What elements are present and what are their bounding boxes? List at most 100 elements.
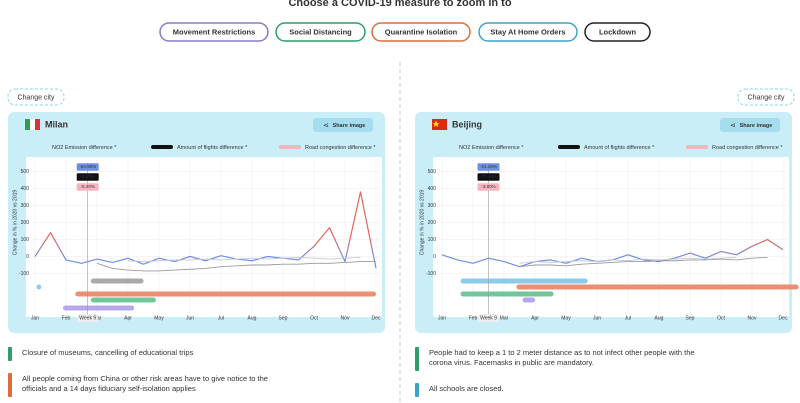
y-tick-label: 200 [21,220,30,226]
measure-bar [522,297,535,303]
measure-bar [90,297,156,303]
tooltip-value: -70.64% [480,174,497,179]
measure-bar [75,291,377,297]
measure-bar [36,284,42,290]
change-city-button[interactable] [7,88,65,106]
y-tick-label: 300 [21,203,30,209]
flag-stripe [25,119,30,130]
series-line [127,256,361,263]
y-tick-label: 400 [21,186,30,192]
x-tick-label: Apr [531,315,539,321]
share-button-label[interactable]: Share image [333,123,366,129]
y-tick-label: -100 [19,271,29,277]
measure-button[interactable] [159,22,269,42]
tooltip-box [76,173,99,181]
note-marker [8,373,12,397]
tooltip-value: -0.29% [81,174,95,179]
x-tick-label: Jul [218,315,224,321]
city-name: Beijing [452,119,482,129]
x-tick-label: Sep [686,315,695,321]
measure-bar [62,305,135,311]
tooltip-week: Week 9 [79,315,96,321]
tooltip-box [477,173,500,181]
measure-bar [516,284,799,290]
share-button-label[interactable]: Share image [740,123,773,129]
share-icon: ⋖ [323,122,329,129]
tooltip-value: -21.28% [480,164,497,169]
note-text: corona virus. Facemasks in public are ma… [429,358,594,367]
measure-bar [460,278,588,284]
measure-button[interactable] [275,22,366,42]
plot-area [433,157,789,317]
measure-button-label[interactable]: Stay At Home Orders [490,27,565,36]
flag [432,119,447,130]
y-axis-label: Change in % in 2020 vs 2019 [12,190,18,256]
measure-button-label[interactable]: Quarantine Isolation [385,27,458,36]
y-axis-label: Change in % in 2020 vs 2019 [419,190,425,256]
x-tick-label: Dec [779,315,788,321]
note-text: Closure of museums, cancelling of educat… [22,348,194,357]
flag-stripe [30,119,35,130]
x-tick-label: Jun [186,315,194,321]
series-line [519,256,737,264]
change-city-label[interactable]: Change city [748,94,785,101]
tooltip-box [477,183,500,191]
series-line [96,261,376,272]
change-city-button[interactable] [737,88,795,106]
legend-label: Road congestion difference * [305,145,376,151]
y-tick-label: -100 [426,271,436,277]
x-tick-label: Nov [748,315,757,321]
measure-button-label[interactable]: Movement Restrictions [173,27,256,36]
x-tick-label: Jun [593,315,601,321]
note-marker [8,347,12,361]
note-text: People had to keep a 1 to 2 meter distan… [429,348,695,357]
legend-label: Amount of flights difference * [584,145,655,151]
measure-button[interactable] [478,22,578,42]
x-tick-label: Apr [124,315,132,321]
legend-label: NO2 Emission difference * [52,145,117,151]
legend-label: Road congestion difference * [712,145,783,151]
tooltip-week: Week 9 [480,315,497,321]
x-tick-label: Jan [438,315,446,321]
plot-area [26,157,382,317]
note-text: All people coming from China or other ri… [22,374,268,383]
note-text: All schools are closed. [429,384,504,393]
measure-bar [90,278,144,284]
y-tick-label: 100 [428,237,437,243]
measure-button-label[interactable]: Social Distancing [289,27,352,36]
series-line [519,256,768,268]
tooltip-box [76,183,99,191]
y-tick-label: 100 [21,237,30,243]
y-tick-label: 500 [428,169,437,175]
share-button[interactable] [313,118,373,132]
x-tick-label: Dec [372,315,381,321]
x-tick-label: Feb [62,315,71,321]
y-tick-label: 0 [26,254,29,260]
change-city-label[interactable]: Change city [18,94,55,101]
x-tick-label: Jan [31,315,39,321]
y-tick-label: 200 [428,220,437,226]
tooltip-box [76,163,99,171]
y-tick-label: 500 [21,169,30,175]
y-tick-label: 400 [428,186,437,192]
measure-button-label[interactable]: Lockdown [599,27,637,36]
x-tick-label: Feb [469,315,478,321]
tooltip-week-box [77,314,98,322]
tooltip-week-box [478,314,499,322]
share-button[interactable] [720,118,780,132]
note-marker [415,383,419,397]
x-tick-label: Oct [310,315,318,321]
legend-label: NO2 Emission difference * [459,145,524,151]
note-marker [415,347,419,371]
measure-button[interactable] [371,22,471,42]
x-tick-label: May [561,315,571,321]
flag-star [432,120,440,127]
share-icon: ⋖ [730,122,736,129]
note-text: officials and a 14 days fiduciary self-i… [22,384,196,393]
x-tick-label: Aug [248,315,257,321]
measure-button[interactable] [584,22,651,42]
flag-stripe [35,119,40,130]
tooltip-value: -64.95% [79,164,96,169]
x-tick-label: Jul [625,315,631,321]
